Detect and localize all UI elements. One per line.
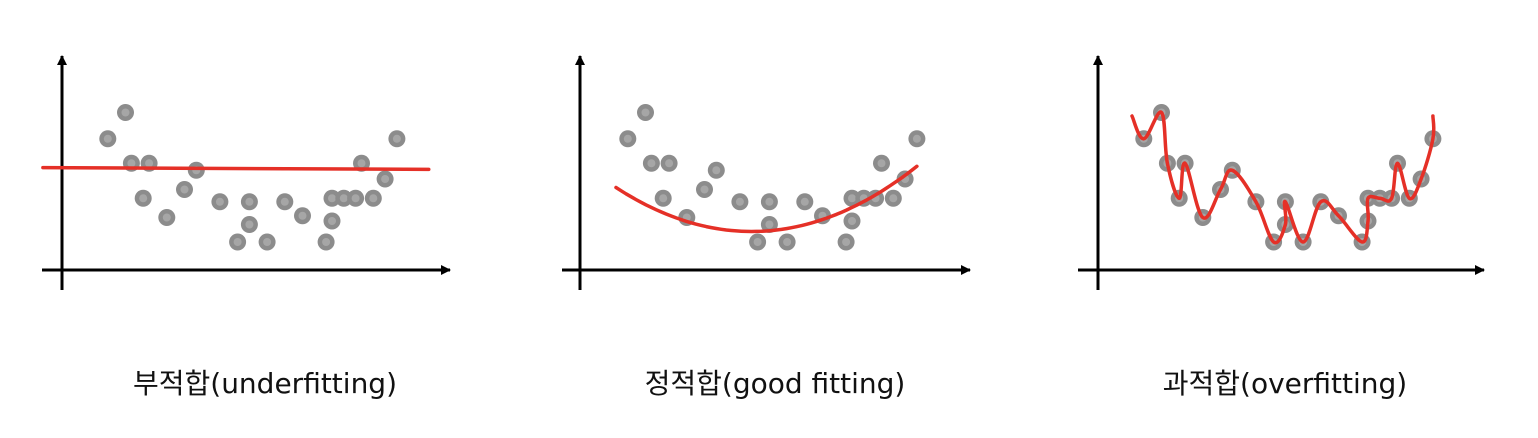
- data-point-highlight: [712, 166, 721, 175]
- data-point-highlight: [103, 134, 112, 143]
- data-point-highlight: [765, 197, 774, 206]
- overfitting-panel: [1078, 55, 1485, 290]
- data-point-highlight: [298, 211, 307, 220]
- data-point-highlight: [369, 194, 378, 203]
- good-fitting-caption: 정적합(good fitting): [644, 367, 906, 400]
- data-point-highlight: [139, 194, 148, 203]
- data-point-highlight: [127, 159, 136, 168]
- data-point-highlight: [735, 197, 744, 206]
- data-point-highlight: [121, 108, 130, 117]
- data-point-highlight: [328, 194, 336, 203]
- data-point-highlight: [623, 134, 632, 143]
- data-point-highlight: [245, 220, 254, 229]
- data-point-highlight: [392, 134, 401, 143]
- data-point-highlight: [263, 238, 272, 246]
- data-point-highlight: [848, 194, 856, 203]
- data-point-highlight: [357, 159, 366, 168]
- data-point-highlight: [215, 197, 224, 206]
- data-point-highlight: [877, 159, 886, 168]
- data-point-highlight: [765, 220, 774, 229]
- data-point-highlight: [145, 159, 154, 168]
- data-point-highlight: [647, 159, 656, 168]
- data-point-highlight: [665, 159, 674, 168]
- data-point-highlight: [162, 213, 171, 222]
- data-point-highlight: [848, 217, 856, 225]
- fit-curve: [614, 164, 919, 234]
- data-point-highlight: [180, 185, 189, 194]
- data-point-highlight: [381, 175, 390, 183]
- data-point-highlight: [783, 238, 792, 246]
- data-point-highlight: [233, 238, 242, 246]
- fit-curve: [41, 165, 431, 172]
- data-point-highlight: [700, 185, 709, 194]
- data-point-highlight: [842, 238, 851, 246]
- underfitting-panel: [41, 55, 451, 290]
- data-point-highlight: [800, 197, 809, 206]
- overfitting-caption: 과적합(overfitting): [1162, 367, 1408, 400]
- data-point-highlight: [328, 217, 336, 225]
- fit-curve: [1130, 110, 1436, 245]
- data-point-highlight: [339, 194, 348, 203]
- data-point-highlight: [912, 134, 921, 143]
- data-point-highlight: [280, 197, 289, 206]
- data-point-highlight: [753, 238, 762, 246]
- data-point-highlight: [351, 194, 360, 203]
- underfitting-caption: 부적합(underfitting): [132, 367, 398, 400]
- data-point-highlight: [322, 238, 331, 246]
- data-point-highlight: [245, 197, 254, 206]
- good-fitting-panel: [562, 55, 971, 290]
- data-point-highlight: [641, 108, 650, 117]
- data-point-highlight: [889, 194, 898, 203]
- data-point-highlight: [659, 194, 668, 203]
